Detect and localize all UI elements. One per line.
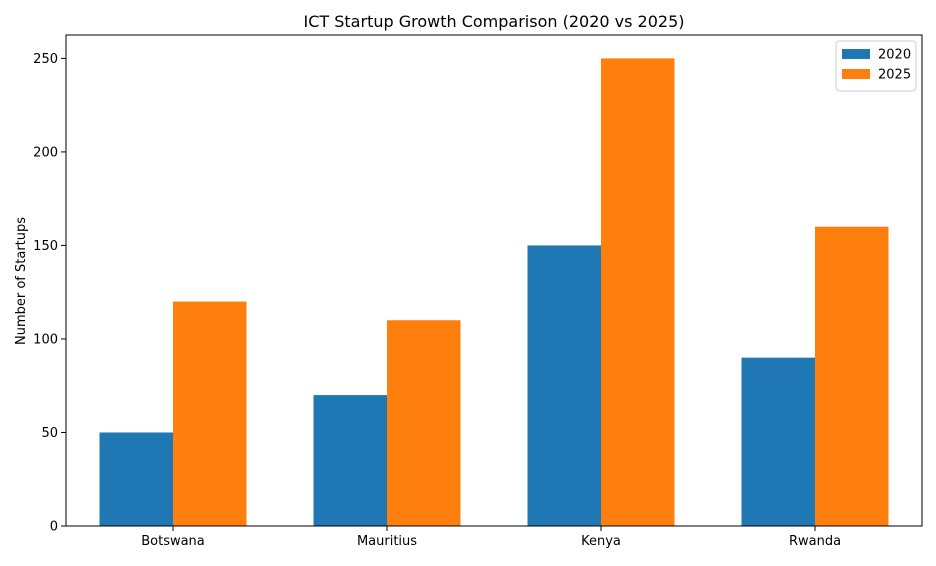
x-tick-label: Rwanda [789, 534, 841, 549]
y-tick-label: 0 [50, 520, 58, 535]
x-tick-label: Kenya [581, 534, 621, 549]
legend: 2020 2025 [835, 40, 917, 92]
x-tick-label: Botswana [141, 534, 205, 549]
axes-frame [65, 34, 923, 527]
bar-2025-kenya [601, 58, 675, 526]
y-axis-label: Number of Startups [14, 217, 29, 345]
y-tick-label: 200 [33, 145, 58, 160]
bar-2020-botswana [99, 432, 173, 526]
bar-2025-rwanda [815, 226, 889, 526]
bar-2025-botswana [173, 301, 247, 526]
bar-2020-rwanda [741, 357, 815, 526]
bar-2020-kenya [527, 245, 601, 526]
legend-label-2025: 2025 [878, 68, 911, 83]
y-tick-label: 100 [33, 332, 58, 347]
bar-2020-mauritius [313, 395, 387, 526]
chart-title: ICT Startup Growth Comparison (2020 vs 2… [304, 12, 685, 31]
legend-swatch-2025 [842, 69, 870, 79]
x-tick-label: Mauritius [357, 534, 417, 549]
plot-area: 0 50 100 150 200 250 Botswana Mauritius Kenya Rwa… [33, 34, 923, 549]
y-tick-label: 150 [33, 239, 58, 254]
legend-label-2020: 2020 [878, 48, 911, 63]
legend-swatch-2020 [842, 49, 870, 59]
y-tick-label: 250 [33, 52, 58, 67]
bar-2025-mauritius [387, 320, 461, 526]
y-tick-label: 50 [41, 426, 58, 441]
